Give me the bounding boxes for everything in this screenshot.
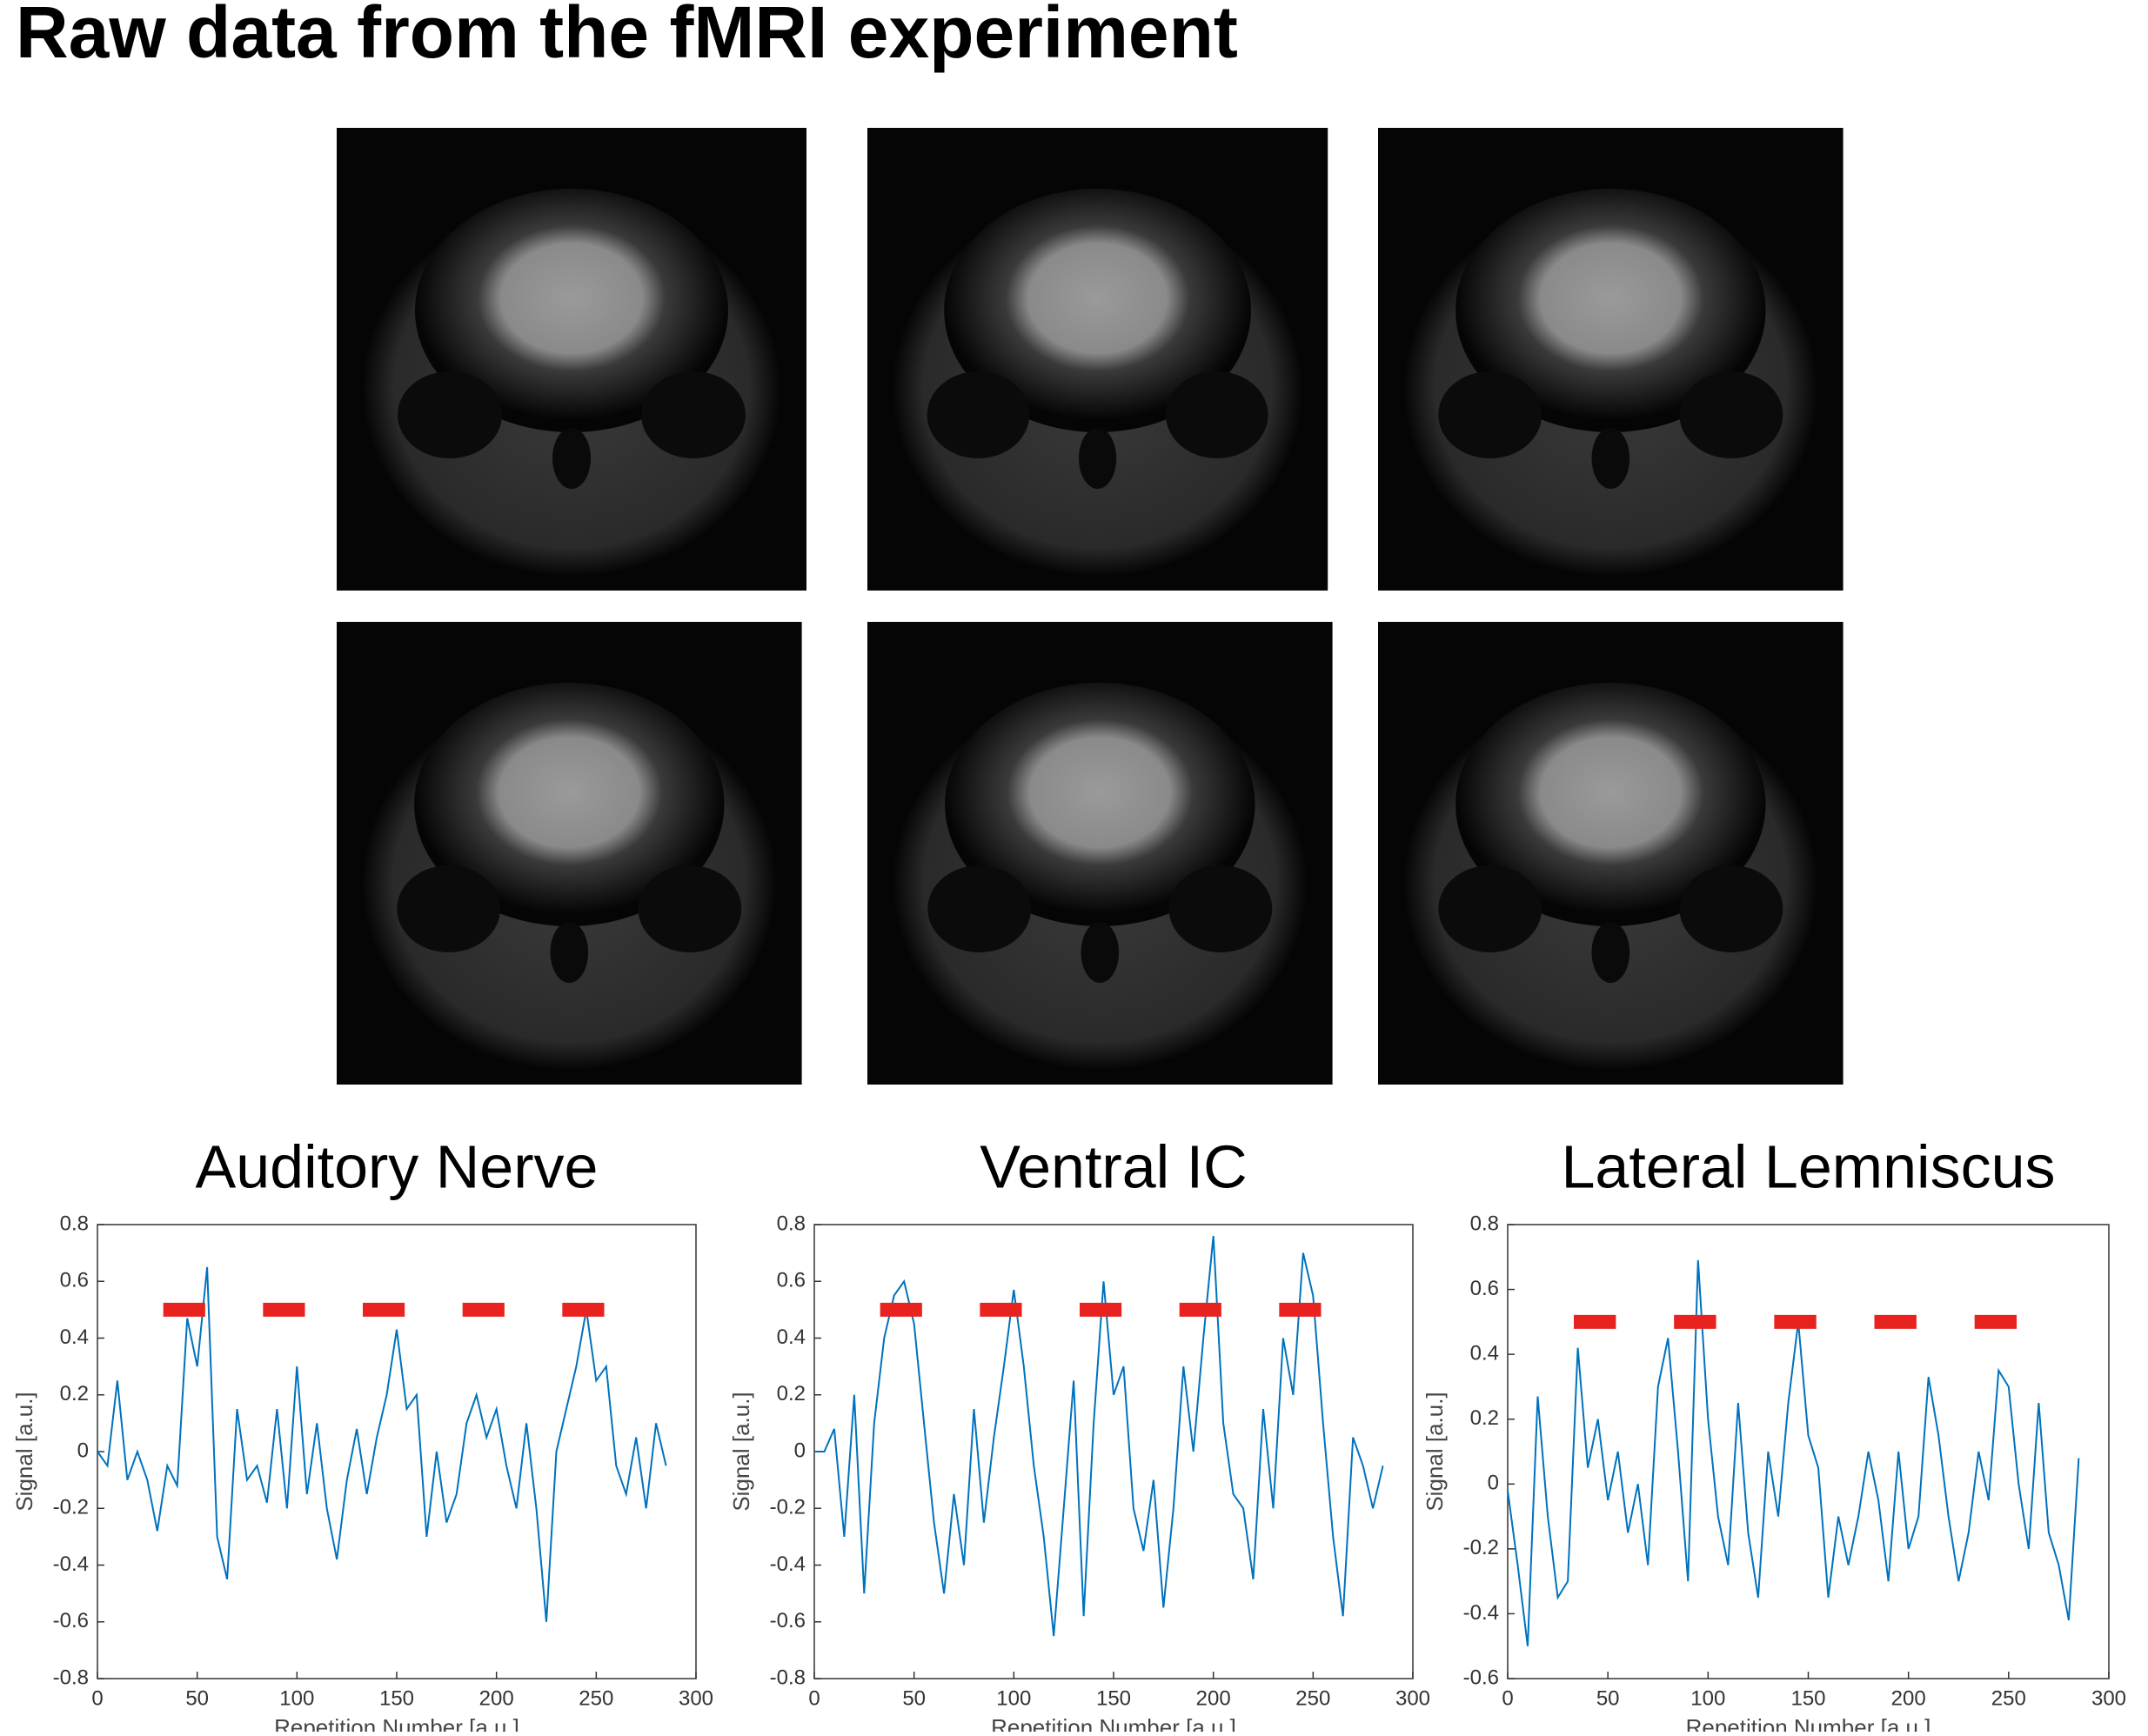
y-tick-label: 0.4 <box>777 1325 806 1349</box>
page-title: Raw data from the fMRI experiment <box>16 0 1238 73</box>
y-tick-label: 0 <box>794 1439 806 1462</box>
chart-title: Auditory Nerve <box>196 1132 599 1200</box>
mri-image <box>1378 128 1844 591</box>
x-tick-label: 250 <box>1991 1686 2026 1710</box>
stimulus-block <box>1574 1314 1616 1329</box>
line-chart: Lateral Lemniscus -0.6 -0.4 -0.2 0 0.2 0.4 0.6 0… <box>1422 1132 2126 1736</box>
y-axis-label: Signal [a.u.] <box>1422 1392 1448 1511</box>
x-tick-label: 0 <box>1502 1686 1513 1710</box>
y-tick-label: -0.6 <box>770 1609 806 1633</box>
chart-title: Ventral IC <box>980 1132 1247 1200</box>
y-tick-label: 0.8 <box>60 1212 89 1235</box>
x-tick-label: 300 <box>2091 1686 2126 1710</box>
y-tick-label: 0.4 <box>60 1325 89 1349</box>
stimulus-block <box>1674 1314 1716 1329</box>
stimulus-block <box>1774 1314 1817 1329</box>
y-tick-label: 0.2 <box>777 1382 806 1405</box>
x-tick-label: 150 <box>1790 1686 1825 1710</box>
y-tick-label: 0.4 <box>1470 1341 1499 1365</box>
x-tick-label: 50 <box>185 1686 209 1710</box>
y-tick-label: 0.8 <box>777 1212 806 1235</box>
x-tick-label: 250 <box>579 1686 613 1710</box>
x-tick-label: 150 <box>379 1686 414 1710</box>
y-tick-label: -0.2 <box>1463 1536 1499 1559</box>
mri-image <box>867 622 1333 1085</box>
y-tick-label: -0.6 <box>1463 1666 1499 1689</box>
x-tick-label: 200 <box>1196 1686 1231 1710</box>
y-axis-label: Signal [a.u.] <box>728 1392 754 1511</box>
stimulus-block <box>980 1302 1022 1317</box>
mri-image <box>1378 622 1844 1085</box>
plot-frame <box>97 1224 697 1679</box>
line-chart: Ventral IC -0.8 -0.6 -0.4 -0.2 0 0.2 0.4 0.6 0.8 0… <box>728 1132 1430 1736</box>
x-tick-label: 200 <box>479 1686 514 1710</box>
x-tick-label: 0 <box>91 1686 103 1710</box>
y-tick-label: 0.2 <box>1470 1406 1499 1430</box>
stimulus-block <box>1874 1314 1917 1329</box>
y-tick-label: 0.6 <box>1470 1277 1499 1300</box>
plot-frame <box>813 1224 1414 1679</box>
y-tick-label: -0.6 <box>53 1609 89 1633</box>
y-tick-label: 0 <box>1488 1472 1499 1495</box>
stimulus-block <box>263 1302 305 1317</box>
y-tick-label: -0.2 <box>770 1496 806 1519</box>
y-tick-label: -0.4 <box>770 1552 806 1576</box>
x-axis-label: Repetition Number [a.u.] <box>1686 1714 1931 1732</box>
y-tick-label: 0.6 <box>60 1269 89 1292</box>
stimulus-block <box>880 1302 922 1317</box>
x-tick-label: 250 <box>1295 1686 1330 1710</box>
y-tick-label: -0.4 <box>1463 1601 1499 1625</box>
y-tick-label: -0.2 <box>53 1496 89 1519</box>
chart-title: Lateral Lemniscus <box>1561 1132 2055 1200</box>
mri-image <box>337 128 806 591</box>
x-tick-label: 100 <box>996 1686 1031 1710</box>
line-chart: Auditory Nerve -0.8 -0.6 -0.4 -0.2 0 0.2 0.4 0.6… <box>11 1132 713 1736</box>
stimulus-block <box>163 1302 205 1317</box>
x-tick-label: 300 <box>679 1686 713 1710</box>
x-tick-label: 0 <box>808 1686 820 1710</box>
x-tick-label: 150 <box>1096 1686 1131 1710</box>
stimulus-block <box>1279 1302 1322 1317</box>
y-tick-label: 0 <box>77 1439 89 1462</box>
stimulus-block <box>462 1302 505 1317</box>
y-tick-label: -0.8 <box>770 1666 806 1689</box>
y-tick-label: -0.4 <box>53 1552 89 1576</box>
stimulus-block <box>1080 1302 1122 1317</box>
signal-line <box>97 1266 667 1622</box>
x-tick-label: 200 <box>1891 1686 1926 1710</box>
stimulus-block <box>1179 1302 1221 1317</box>
x-axis-label: Repetition Number [a.u.] <box>274 1714 519 1732</box>
x-tick-label: 100 <box>279 1686 314 1710</box>
y-axis-label: Signal [a.u.] <box>11 1392 37 1511</box>
y-tick-label: 0.8 <box>1470 1212 1499 1235</box>
signal-line <box>814 1235 1384 1637</box>
signal-line <box>1507 1259 2080 1646</box>
x-tick-label: 100 <box>1690 1686 1725 1710</box>
x-axis-label: Repetition Number [a.u.] <box>991 1714 1236 1732</box>
x-tick-label: 50 <box>902 1686 926 1710</box>
mri-image <box>337 622 802 1085</box>
plot-frame <box>1507 1224 2110 1679</box>
mri-image <box>867 128 1328 591</box>
stimulus-block <box>1974 1314 2018 1329</box>
y-tick-label: 0.2 <box>60 1382 89 1405</box>
x-tick-label: 50 <box>1596 1686 1620 1710</box>
y-tick-label: -0.8 <box>53 1666 89 1689</box>
stimulus-block <box>363 1302 405 1317</box>
y-tick-label: 0.6 <box>777 1269 806 1292</box>
stimulus-block <box>562 1302 605 1317</box>
x-tick-label: 300 <box>1395 1686 1430 1710</box>
